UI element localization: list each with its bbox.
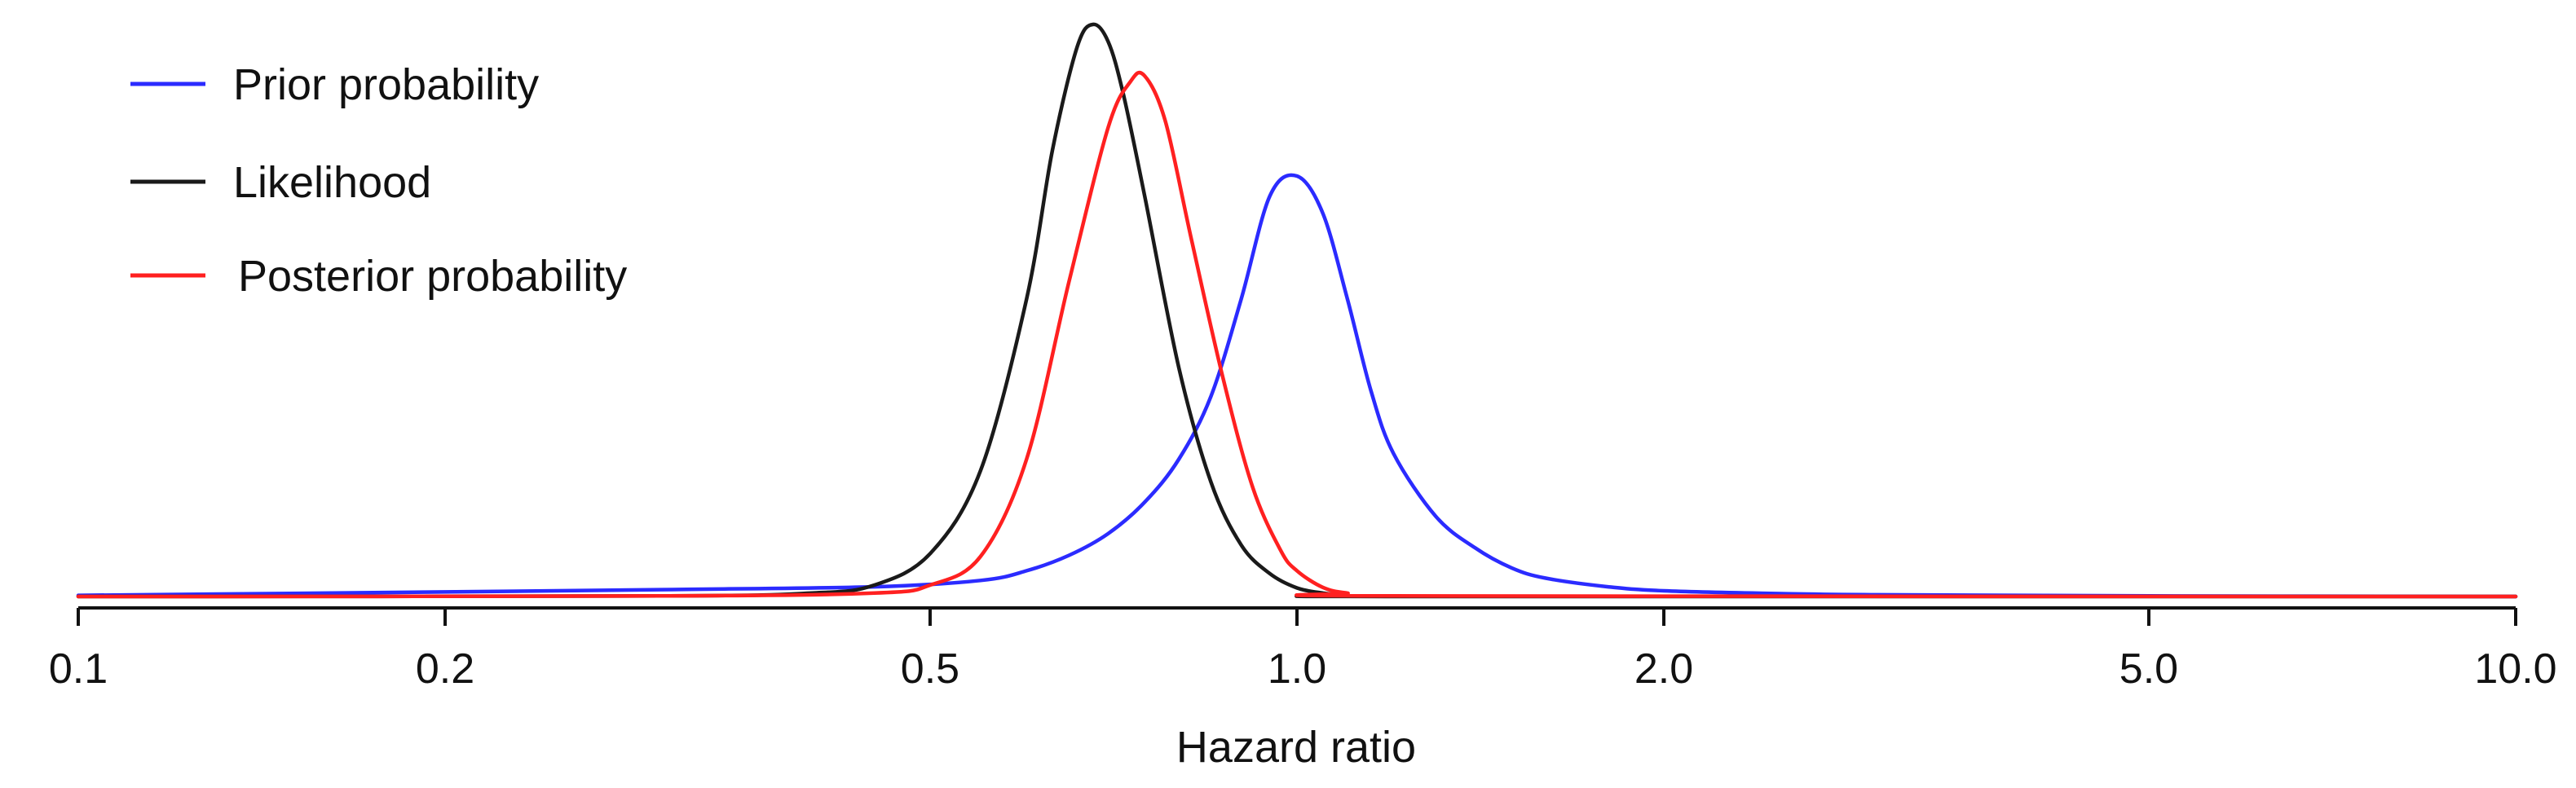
- legend-label-2: Likelihood: [233, 158, 431, 207]
- x-tick-label-5: 2.0: [1634, 645, 1693, 693]
- x-tick-label-4: 1.0: [1268, 645, 1326, 693]
- legend-label-3: Posterior probability: [238, 252, 627, 301]
- x-axis-ticks: 0.1 0.2 0.5 1.0 2.0 5.0 10.0: [49, 608, 2557, 693]
- x-tick-label-3: 0.5: [901, 645, 959, 693]
- series-line-3: [76, 70, 2518, 599]
- x-tick-label-1: 0.1: [49, 645, 108, 693]
- series-curves: [76, 22, 2518, 599]
- x-tick-label-2: 0.2: [416, 645, 474, 693]
- x-tick-label-6: 5.0: [2119, 645, 2178, 693]
- legend-label-1: Prior probability: [233, 60, 539, 109]
- series-line-1: [76, 173, 2518, 599]
- x-axis-title: Hazard ratio: [1176, 723, 1416, 772]
- series-line-2: [76, 22, 2518, 599]
- x-tick-label-7: 10.0: [2474, 645, 2556, 693]
- legend: Prior probability Likelihood Posterior pro…: [130, 60, 627, 301]
